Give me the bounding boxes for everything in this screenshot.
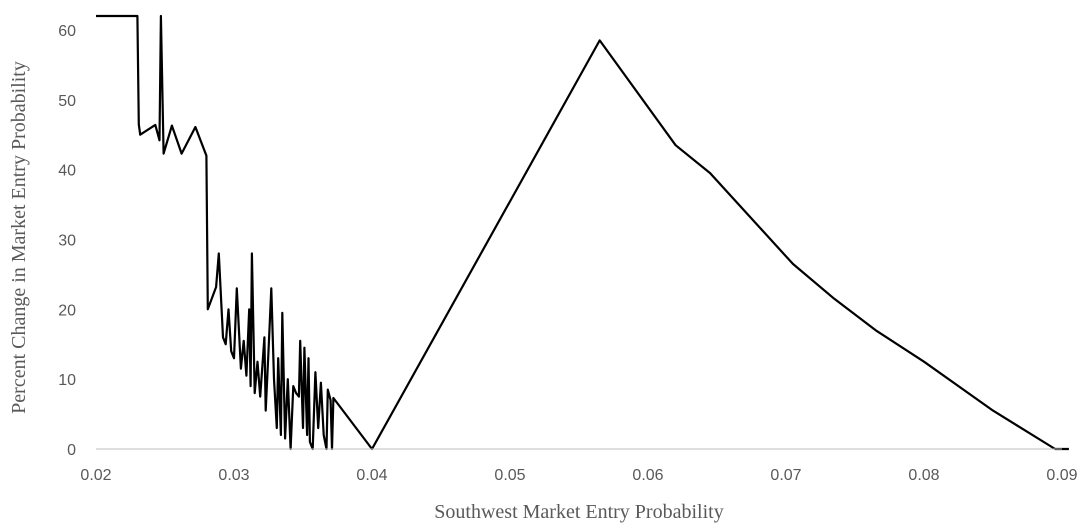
y-tick-label: 50 (58, 93, 76, 110)
x-tick-label: 0.06 (632, 467, 663, 484)
x-tick-label: 0.07 (770, 467, 801, 484)
x-axis-title: Southwest Market Entry Probability (434, 501, 723, 523)
x-tick-labels: 0.02 0.03 0.04 0.05 0.06 0.07 0.08 0.09 (80, 467, 1077, 484)
y-tick-label: 20 (58, 302, 76, 319)
x-tick-label: 0.03 (218, 467, 249, 484)
x-tick-label: 0.09 (1046, 467, 1077, 484)
x-tick-label: 0.08 (908, 467, 939, 484)
y-tick-label: 10 (58, 372, 76, 389)
x-tick-label: 0.02 (80, 467, 111, 484)
y-tick-label: 0 (67, 442, 76, 459)
x-tick-label: 0.05 (494, 467, 525, 484)
x-tick-label: 0.04 (356, 467, 387, 484)
y-axis-title: Percent Change in Market Entry Probabili… (8, 61, 30, 414)
y-tick-label: 60 (58, 23, 76, 40)
plot-area (96, 14, 1069, 451)
y-tick-label: 40 (58, 163, 76, 180)
series-line (96, 14, 1069, 451)
y-tick-label: 30 (58, 232, 76, 249)
y-tick-labels: 0 10 20 30 40 50 60 (58, 23, 76, 459)
